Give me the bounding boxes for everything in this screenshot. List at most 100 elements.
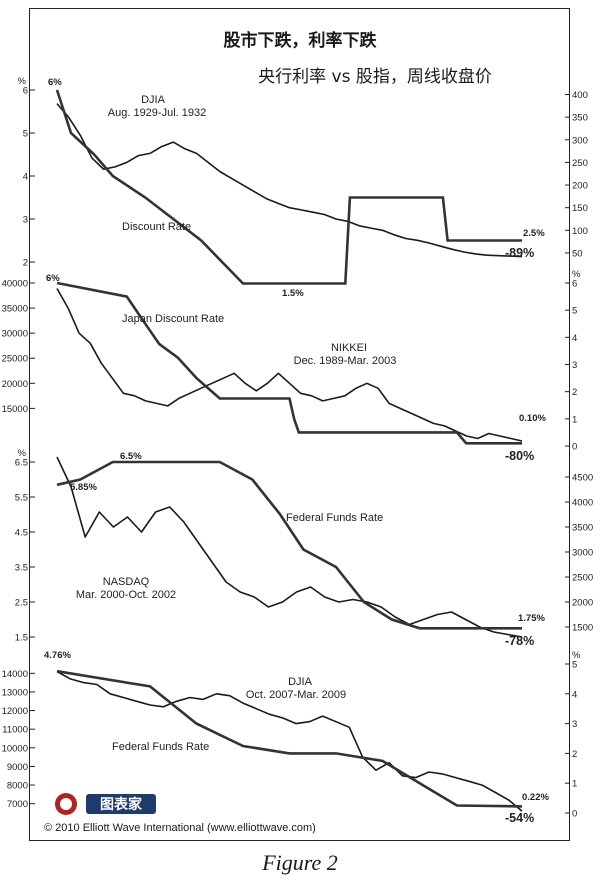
start-rate-annotation: 4.76% (44, 650, 71, 661)
right-axis-tick-label: 2 (572, 387, 577, 398)
left-axis-tick-label: 8000 (7, 781, 28, 792)
right-axis-tick-label: 2 (572, 749, 577, 760)
left-axis-tick-label: 2 (23, 258, 28, 269)
left-axis-tick-label: 6 (23, 86, 28, 97)
right-axis-tick-label: 4 (572, 333, 577, 344)
right-axis-unit: % (572, 650, 581, 661)
left-axis-tick-label: 5.5 (15, 493, 28, 504)
right-axis-tick-label: 6 (572, 279, 577, 290)
left-axis-tick-label: 4 (23, 172, 28, 183)
right-axis-tick-label: 4500 (572, 473, 593, 484)
rate-series-name: Japan Discount Rate (122, 313, 224, 325)
left-axis-unit: % (18, 448, 27, 459)
index-series-name: DJIA (141, 94, 166, 106)
left-axis-tick-label: 2.5 (15, 598, 28, 609)
left-axis-unit: % (18, 76, 27, 87)
left-axis-tick-label: 13000 (2, 687, 28, 698)
rate-annotation: 1.5% (282, 288, 304, 299)
left-axis-tick-label: 3 (23, 215, 28, 226)
right-axis-tick-label: 4000 (572, 498, 593, 509)
right-axis-tick-label: 3 (572, 719, 577, 730)
chart-subtitle: 央行利率 vs 股指，周线收盘价 (258, 67, 492, 87)
index-series-name: NIKKEI (331, 342, 367, 354)
right-axis-unit: % (572, 269, 581, 280)
rate-series-line (55, 89, 522, 285)
copyright: © 2010 Elliott Wave International (www.e… (44, 822, 316, 834)
right-axis-tick-label: 2500 (572, 573, 593, 584)
rate-series-name: Federal Funds Rate (286, 512, 383, 524)
right-axis-tick-label: 1 (572, 779, 577, 790)
right-axis-tick-label: 2000 (572, 598, 593, 609)
index-series-caption: Oct. 2007-Mar. 2009 (246, 689, 346, 701)
left-axis-tick-label: 7000 (7, 799, 28, 810)
right-axis-tick-label: 250 (572, 158, 588, 169)
left-axis-tick-label: 15000 (2, 404, 28, 415)
index-series-name: NASDAQ (103, 576, 150, 588)
right-axis-tick-label: 3500 (572, 523, 593, 534)
logo-text: 图表家 (100, 796, 143, 813)
left-axis-tick-label: 40000 (2, 279, 28, 290)
rate-series-line (56, 669, 523, 808)
figure-label: Figure 2 (262, 850, 338, 875)
right-axis-tick-label: 1500 (572, 623, 593, 634)
right-axis-tick-label: 150 (572, 203, 588, 214)
right-axis-tick-label: 4 (572, 689, 577, 700)
left-axis-tick-label: 3.5 (15, 563, 28, 574)
end-rate-annotation: 0.10% (519, 413, 546, 424)
left-axis-tick-label: 25000 (2, 354, 28, 365)
left-axis-tick-label: 5 (23, 129, 28, 140)
right-axis-tick-label: 200 (572, 181, 588, 192)
right-axis-tick-label: 350 (572, 113, 588, 124)
left-axis-tick-label: 6.5 (15, 458, 28, 469)
index-series-name: DJIA (288, 676, 313, 688)
left-axis-tick-label: 12000 (2, 706, 28, 717)
right-axis-tick-label: 50 (572, 248, 583, 259)
left-axis-tick-label: 11000 (2, 725, 28, 736)
index-series-caption: Dec. 1989-Mar. 2003 (294, 355, 397, 367)
left-axis-tick-label: 20000 (2, 379, 28, 390)
rate-series-name: Discount Rate (122, 221, 191, 233)
logo-watermark: 图表家 (52, 790, 202, 818)
right-axis-tick-label: 3000 (572, 548, 593, 559)
left-axis-tick-label: 35000 (2, 304, 28, 315)
end-rate-annotation: 0.22% (522, 792, 549, 803)
index-series-line (56, 456, 523, 638)
rate-series-line (56, 460, 522, 630)
rate-series-name: Federal Funds Rate (112, 741, 209, 753)
right-axis-tick-label: 0 (572, 442, 577, 453)
chart-frame (29, 8, 570, 841)
right-axis-tick-label: 5 (572, 660, 577, 671)
start-rate-annotation: 6% (46, 273, 60, 284)
rate-series-line (56, 281, 522, 445)
index-series-line (56, 103, 523, 258)
left-axis-tick-label: 14000 (2, 669, 28, 680)
index-series-caption: Mar. 2000-Oct. 2002 (76, 589, 176, 601)
end-rate-annotation: 1.75% (518, 613, 545, 624)
start-rate-annotation: 5.85% (70, 482, 97, 493)
right-axis-tick-label: 5 (572, 306, 577, 317)
left-axis-tick-label: 10000 (2, 743, 28, 754)
left-axis-tick-label: 4.5 (15, 528, 28, 539)
end-rate-annotation: 2.5% (523, 228, 545, 239)
left-axis-tick-label: 1.5 (15, 633, 28, 644)
decline-annotation: -54% (505, 811, 534, 825)
right-axis-tick-label: 1 (572, 414, 577, 425)
right-axis-tick-label: 3 (572, 360, 577, 371)
index-series-line (56, 670, 523, 812)
right-axis-tick-label: 400 (572, 90, 588, 101)
left-axis-tick-label: 30000 (2, 329, 28, 340)
right-axis-tick-label: 300 (572, 135, 588, 146)
decline-annotation: -89% (505, 246, 534, 260)
decline-annotation: -80% (505, 449, 534, 463)
right-axis-tick-label: 0 (572, 809, 577, 820)
chart-title: 股市下跌，利率下跌 (223, 31, 377, 51)
start-rate-annotation: 6% (48, 77, 62, 88)
right-axis-tick-label: 100 (572, 226, 588, 237)
rate-annotation: 6.5% (120, 451, 142, 462)
left-axis-tick-label: 9000 (7, 762, 28, 773)
index-series-caption: Aug. 1929-Jul. 1932 (108, 107, 206, 119)
index-series-line (56, 288, 523, 442)
decline-annotation: -78% (505, 634, 534, 648)
